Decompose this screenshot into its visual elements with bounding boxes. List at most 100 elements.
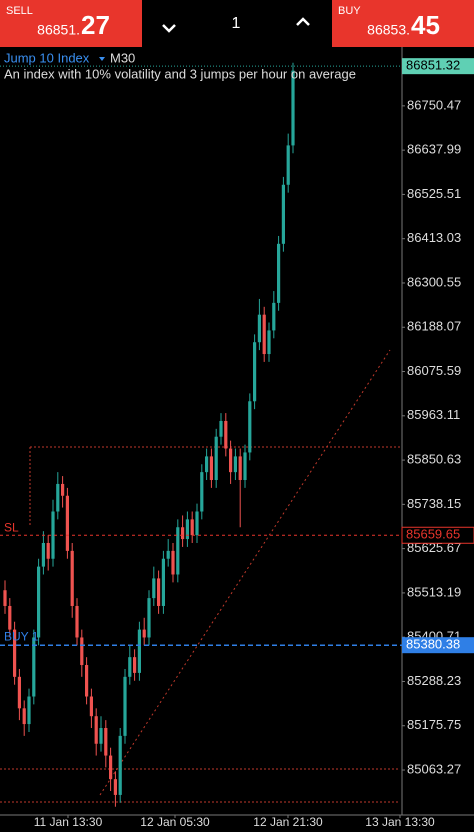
- symbol-name[interactable]: Jump 10 Index: [4, 50, 90, 65]
- sell-price-big: 27: [81, 10, 110, 40]
- y-tick-label: 85963.11: [407, 407, 460, 422]
- candle-body: [262, 314, 266, 355]
- trend-line: [99, 349, 391, 796]
- y-tick-label: 85288.23: [407, 673, 461, 688]
- candle-body: [200, 472, 204, 512]
- candle-body: [219, 420, 223, 437]
- candle-body: [253, 342, 257, 402]
- symbol-dropdown[interactable]: [99, 57, 105, 61]
- candle-body: [17, 676, 21, 709]
- candle-body: [181, 527, 185, 540]
- stop-loss-tag: SL: [4, 520, 19, 534]
- candle-body: [224, 420, 228, 449]
- candle-body: [109, 755, 113, 780]
- candle-body: [41, 542, 45, 567]
- candle-body: [8, 605, 12, 630]
- candle-body: [291, 70, 295, 146]
- y-tick-label: 86300.55: [407, 274, 461, 289]
- candle-body: [176, 527, 180, 575]
- buy-price-big: 45: [411, 10, 440, 40]
- current-price: 86851.32: [406, 58, 460, 73]
- timeframe[interactable]: M30: [110, 50, 135, 65]
- lot-size[interactable]: 1: [232, 15, 241, 32]
- position-tag: BUY 1: [4, 629, 39, 643]
- candle-body: [195, 511, 199, 536]
- symbol-description: An index with 10% volatility and 3 jumps…: [4, 66, 356, 81]
- y-tick-label: 86525.51: [407, 186, 461, 201]
- x-tick-label: 11 Jan 13:30: [34, 815, 103, 829]
- y-tick-label: 86188.07: [407, 319, 461, 334]
- candle-body: [3, 590, 7, 606]
- candle-body: [56, 483, 60, 512]
- candle-body: [70, 550, 74, 606]
- y-tick-label: 85625.67: [407, 540, 461, 555]
- candle-body: [94, 716, 98, 744]
- y-tick-label: 85063.27: [407, 761, 461, 776]
- candle-body: [157, 578, 161, 606]
- candle-body: [13, 629, 17, 677]
- sell-price: 86851.: [37, 22, 80, 38]
- buy-button[interactable]: BUY 86853. 45: [332, 0, 474, 47]
- candle-body: [65, 495, 69, 551]
- candle-body: [171, 550, 175, 575]
- candle-body: [75, 605, 79, 638]
- candle-body: [248, 401, 252, 453]
- lot-decrease[interactable]: [162, 24, 176, 33]
- candle-body: [118, 735, 122, 795]
- candle-body: [209, 456, 213, 481]
- candle-body: [166, 550, 170, 559]
- candle-body: [267, 330, 271, 355]
- stop-loss-box: [401, 526, 474, 544]
- sell-label: SELL: [6, 5, 33, 17]
- candle-body: [152, 578, 156, 599]
- y-tick-label: 86750.47: [407, 97, 461, 112]
- x-tick-label: 12 Jan 05:30: [140, 815, 210, 829]
- buy-price: 86853.: [367, 22, 410, 38]
- y-tick-label: 85513.19: [407, 584, 461, 599]
- sell-bg: [0, 0, 142, 47]
- candle-body: [89, 696, 93, 717]
- candle-body: [22, 708, 26, 725]
- y-tick-label: 86075.59: [407, 363, 461, 378]
- candle-body: [99, 728, 103, 744]
- current-price-box: [402, 58, 474, 75]
- candle-body: [214, 436, 218, 481]
- buy-label: BUY: [338, 5, 361, 17]
- candle-body: [137, 629, 141, 673]
- y-tick-label: 85175.75: [407, 717, 461, 732]
- candle-body: [80, 637, 84, 666]
- y-tick-label: 86413.03: [407, 230, 461, 245]
- candle-body: [113, 779, 117, 795]
- candle-body: [277, 243, 281, 303]
- candle-body: [257, 314, 261, 343]
- candle-body: [243, 452, 247, 481]
- candle-body: [123, 676, 127, 736]
- candle-body: [32, 637, 36, 697]
- y-tick-label: 86637.99: [407, 142, 461, 157]
- candle-body: [286, 145, 290, 185]
- candle-body: [272, 302, 276, 331]
- buy-bg: [332, 0, 474, 47]
- candle-body: [190, 519, 194, 536]
- position-price: 85380.38: [406, 637, 460, 652]
- position-box: [402, 637, 474, 654]
- lot-increase[interactable]: [296, 17, 310, 26]
- candle-body: [142, 629, 146, 638]
- candle-body: [233, 456, 237, 473]
- candle-body: [85, 665, 89, 697]
- candle-body: [205, 456, 209, 473]
- candle-body: [229, 448, 233, 473]
- x-tick-label: 13 Jan 13:30: [365, 815, 435, 829]
- sell-button[interactable]: SELL 86851. 27: [0, 0, 142, 47]
- candle-body: [104, 728, 108, 756]
- candle-body: [51, 511, 55, 559]
- candle-body: [238, 456, 242, 481]
- candle-body: [185, 519, 189, 540]
- x-tick-label: 12 Jan 21:30: [253, 815, 323, 829]
- candle-body: [128, 657, 132, 677]
- candle-body: [61, 483, 65, 496]
- candle-body: [161, 558, 165, 606]
- y-tick-label: 85738.15: [407, 496, 461, 511]
